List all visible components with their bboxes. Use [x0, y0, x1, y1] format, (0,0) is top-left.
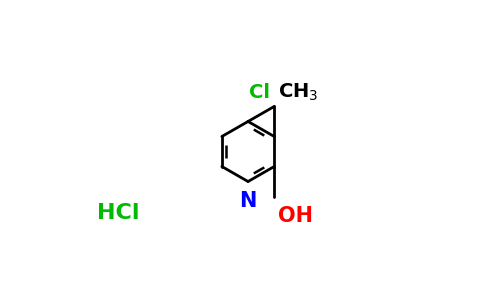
Text: Cl: Cl — [249, 83, 271, 102]
Text: OH: OH — [278, 206, 313, 226]
Text: CH$_3$: CH$_3$ — [278, 81, 318, 103]
Text: N: N — [240, 191, 257, 211]
Text: HCl: HCl — [97, 203, 140, 223]
